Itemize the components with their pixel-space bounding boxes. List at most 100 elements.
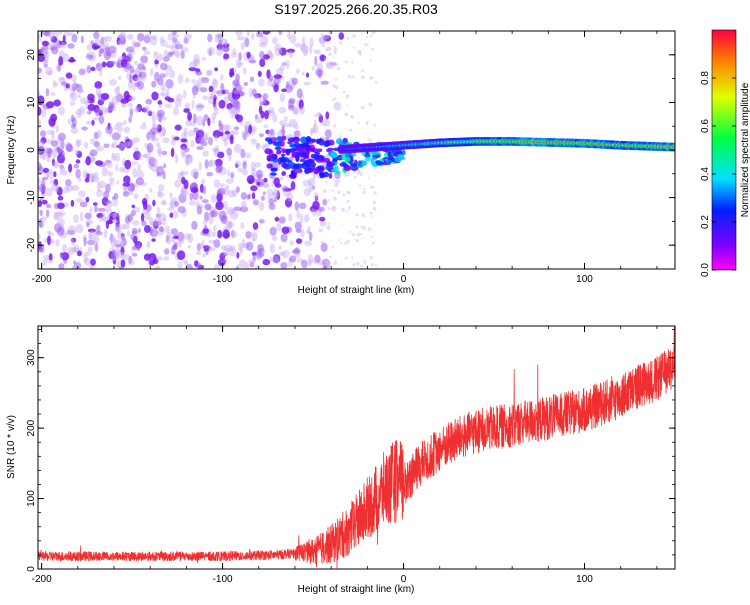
spectrogram-noise-cell: [262, 31, 271, 35]
spectrogram-noise-cell: [173, 106, 179, 116]
spectrogram-noise-cell: [217, 187, 226, 196]
spectrogram-noise-cell: [67, 246, 76, 255]
spectrogram-noise-cell: [86, 239, 96, 246]
spectrogram-noise-cell: [317, 68, 322, 79]
spectrogram-noise-cell: [99, 36, 108, 46]
spectrogram-noise-cell: [303, 188, 311, 197]
spectrogram-noise-cell: [120, 98, 129, 104]
snr-x-ticks: -200 -100 0 100: [32, 326, 658, 585]
spectrogram-noise-cell: [79, 211, 84, 222]
spectrogram-noise-cell: [127, 214, 133, 223]
spectrogram-noise-cell: [332, 246, 335, 249]
spectrogram-noise-cell: [185, 154, 194, 164]
spectrogram-noise-cell: [311, 258, 320, 264]
spectrogram-noise-cell: [374, 167, 376, 170]
spectrogram-noise-cell: [118, 166, 125, 173]
spectrogram-noise-cell: [135, 177, 144, 186]
spectrogram-noise-cell: [50, 239, 55, 245]
spectrogram-noise-cell: [75, 159, 81, 164]
spectrogram-noise-cell: [283, 116, 288, 122]
spectrogram-noise-cell: [204, 203, 212, 211]
spectrogram-noise-cell: [206, 69, 213, 76]
spectrogram-noise-cell: [374, 81, 378, 84]
spectrogram-noise-cell: [115, 164, 119, 172]
spectrogram-noise-cell: [358, 184, 362, 187]
spectrogram-noise-cell: [157, 53, 164, 61]
spectrogram-noise-cell: [319, 54, 327, 62]
spectrogram-noise-cell: [41, 176, 49, 181]
spectrogram-noise-cell: [324, 129, 332, 139]
spectrogram-noise-cell: [323, 57, 326, 60]
spectrogram-noise-cell: [96, 146, 104, 152]
spectrogram-noise-cell: [116, 180, 120, 185]
spectrogram-noise-cell: [321, 121, 326, 126]
spectrogram-noise-cell: [180, 189, 189, 197]
colorbar-tick-label: 0.2: [700, 215, 711, 229]
spectrogram-noise-cell: [175, 53, 181, 59]
spectrogram-noise-cell: [86, 221, 90, 228]
spectrogram-noise-cell: [93, 44, 101, 49]
spectrogram-noise-cell: [136, 103, 143, 113]
spectrogram-noise-cell: [76, 113, 82, 119]
spectrogram-noise-cell: [153, 217, 162, 222]
spectrogram-noise-cell: [363, 187, 366, 190]
spectrogram-noise-cell: [193, 127, 199, 133]
spectrogram-noise-cell: [269, 129, 275, 136]
spectrogram-noise-cell: [186, 263, 193, 269]
spectrogram-noise-cell: [278, 47, 287, 56]
spectrogram-noise: [38, 31, 378, 269]
spectrogram-noise-cell: [122, 182, 131, 187]
spectrogram-noise-cell: [216, 92, 224, 97]
spectrogram-noise-cell: [325, 46, 331, 52]
spectrogram-noise-cell: [202, 253, 206, 258]
spectrogram-noise-cell: [171, 235, 175, 243]
spectrogram-noise-cell: [159, 36, 165, 43]
spectrogram-noise-cell: [43, 58, 48, 66]
spectrogram-noise-cell: [86, 110, 92, 115]
spectrogram-noise-cell: [311, 185, 316, 190]
spectrogram-noise-cell: [292, 249, 301, 254]
spectrogram-noise-cell: [61, 252, 70, 261]
spectrogram-noise-cell: [246, 175, 255, 184]
spectrogram-noise-cell: [176, 250, 186, 261]
spectrogram-noise-cell: [245, 241, 254, 251]
spectrogram-noise-cell: [338, 41, 343, 45]
spectrogram-noise-cell: [325, 63, 330, 68]
spectrogram-noise-cell: [52, 31, 60, 38]
spectrogram-noise-cell: [160, 92, 165, 97]
spectrogram-noise-cell: [127, 191, 135, 196]
spectrogram-noise-cell: [232, 100, 241, 110]
spectrogram-noise-cell: [214, 263, 219, 269]
spectrogram-noise-cell: [133, 106, 140, 113]
spectrogram-noise-cell: [57, 106, 65, 116]
spectrogram-noise-cell: [57, 211, 66, 216]
spectrogram-noise-cell: [100, 93, 110, 100]
spectrogram-noise-cell: [238, 242, 242, 252]
spectrogram-noise-cell: [317, 36, 327, 44]
spectrogram-noise-cell: [264, 184, 270, 189]
spectrogram-noise-cell: [140, 55, 149, 64]
spectrogram-noise-cell: [130, 209, 136, 217]
spectrogram-noise-cell: [327, 261, 329, 264]
spectrogram-noise-cell: [142, 46, 147, 51]
spectrogram-noise-cell: [189, 192, 193, 201]
spectrogram-noise-cell: [322, 189, 327, 194]
spectrogram-noise-cell: [118, 132, 122, 139]
spectrogram-noise-cell: [147, 110, 153, 116]
spectrogram-noise-cell: [177, 237, 182, 248]
spectrogram-noise-cell: [303, 81, 311, 86]
spectrogram-noise-cell: [240, 222, 245, 229]
spectrogram-noise-cell: [60, 42, 67, 49]
spectrogram-noise-cell: [273, 84, 279, 93]
spectrogram-carrier: [264, 135, 675, 180]
spectrogram-noise-cell: [269, 243, 276, 254]
spectrogram-noise-cell: [248, 124, 253, 134]
spectrogram-noise-cell: [55, 124, 59, 133]
spectrogram-noise-cell: [192, 113, 197, 124]
spectrogram-noise-cell: [313, 192, 319, 200]
spectrogram-noise-cell: [126, 53, 133, 62]
spectrogram-noise-cell: [250, 32, 255, 40]
spectrogram-noise-cell: [152, 118, 156, 128]
spectrogram-noise-cell: [111, 152, 116, 158]
colorbar-ticks: 0.0 0.2 0.4 0.6 0.8: [700, 71, 736, 277]
